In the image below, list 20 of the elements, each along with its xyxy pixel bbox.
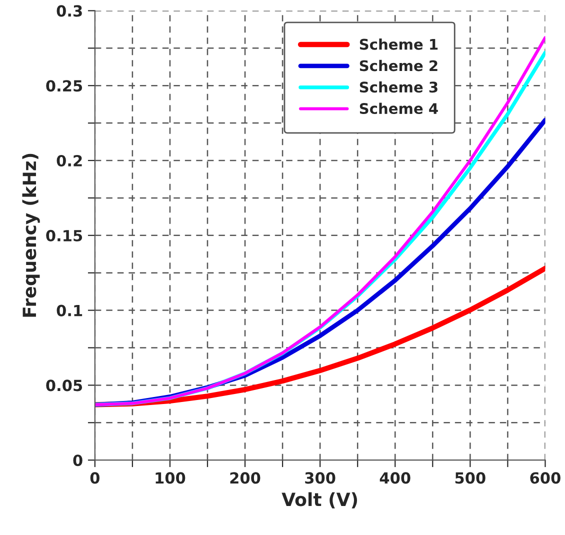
legend-label: Scheme 3 (360, 81, 438, 93)
x-tick-label: 600 (530, 472, 560, 484)
x-tick-label: 0 (90, 472, 100, 484)
y-tick-label: 0.15 (46, 230, 82, 242)
x-tick-label: 100 (156, 472, 186, 484)
y-tick-label: 0 (73, 454, 82, 466)
y-tick-label: 0.25 (46, 80, 82, 92)
y-axis-title: Frequency (kHz) (22, 154, 40, 317)
legend-label: Scheme 1 (360, 38, 438, 50)
x-tick-label: 300 (305, 472, 336, 484)
legend-label: Scheme 4 (360, 102, 438, 114)
y-tick-label: 0.2 (56, 154, 82, 167)
y-tick-label: 0.1 (56, 304, 82, 316)
x-axis-title: Volt (V) (282, 492, 358, 508)
x-tick-label: 500 (455, 472, 486, 484)
y-tick-label: 0.3 (56, 5, 82, 17)
x-tick-label: 200 (230, 472, 260, 484)
y-tick-label: 0.05 (46, 380, 82, 392)
x-tick-label: 400 (380, 472, 410, 484)
legend-label: Scheme 2 (360, 60, 438, 72)
